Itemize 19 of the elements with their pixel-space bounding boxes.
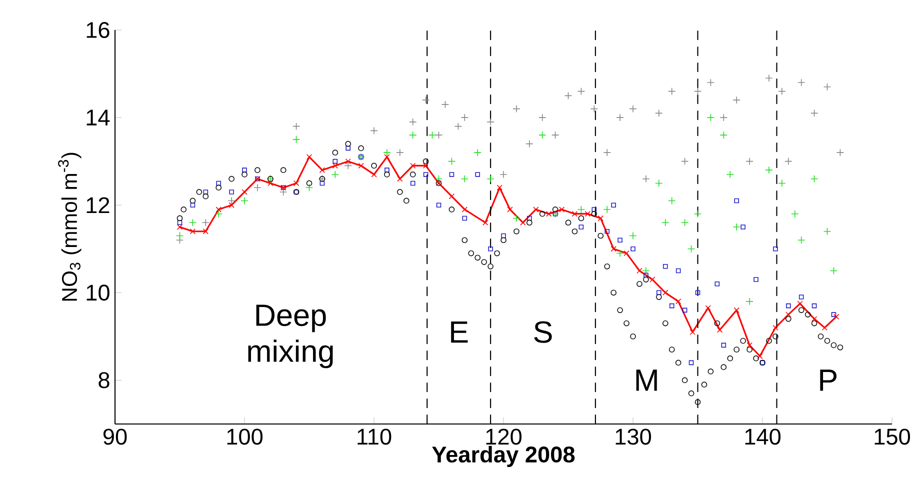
annotation: M	[636, 370, 657, 391]
annotation: E	[451, 322, 468, 343]
y-axis-title: NO$_{3}$ (mmol m$^{-3}$)	[58, 152, 82, 301]
x-tick-label: 110	[358, 428, 392, 445]
x-tick-label: 100	[227, 428, 263, 445]
x-axis-title: Yearday 2008	[432, 446, 575, 468]
y-tick-label: 8	[98, 372, 110, 388]
x-tick-label: 120	[486, 428, 522, 445]
y-tick-label: 16	[86, 22, 110, 38]
annotation: Deep mixing	[248, 304, 333, 368]
y-tick-label: 10	[86, 284, 110, 301]
x-tick-label: 90	[103, 428, 127, 445]
y-tick-label: 14	[86, 110, 110, 126]
x-tick-label: 140	[745, 428, 781, 445]
annotation: P	[820, 370, 837, 391]
annotation: S	[534, 321, 552, 343]
y-tick-label: 12	[86, 197, 110, 214]
x-tick-label: 150	[874, 428, 910, 445]
x-tick-label: 130	[616, 428, 652, 445]
